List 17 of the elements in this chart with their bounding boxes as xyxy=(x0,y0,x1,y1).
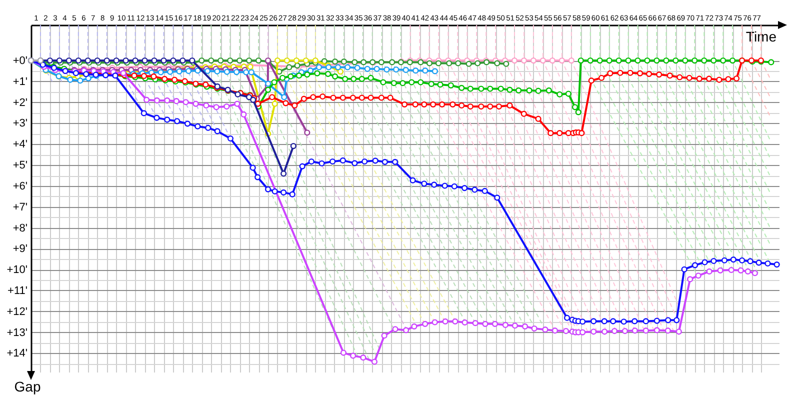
y-tick-label: +1' xyxy=(12,76,28,88)
y-tick-label: +2' xyxy=(12,96,28,109)
y-tick-label: +10' xyxy=(6,264,28,276)
y-tick-label: +4' xyxy=(12,138,28,151)
y-tick-label: +11' xyxy=(8,284,28,297)
y-tick-label: +3' xyxy=(12,118,28,130)
y-axis-title: Gap xyxy=(14,378,41,394)
y-tick-label: +9' xyxy=(12,243,28,256)
y-tick-label: +14' xyxy=(6,348,28,360)
y-tick-label: +5' xyxy=(12,160,28,172)
y-tick-label: +6' xyxy=(12,180,28,192)
y-tick-label: +8' xyxy=(12,222,28,234)
y-tick-label: +7' xyxy=(12,201,28,214)
y-tick-label: +0' xyxy=(12,55,28,68)
y-tick-label: +13' xyxy=(6,326,28,339)
x-axis-title: Time xyxy=(746,28,777,44)
y-tick-label: +12' xyxy=(6,306,28,318)
